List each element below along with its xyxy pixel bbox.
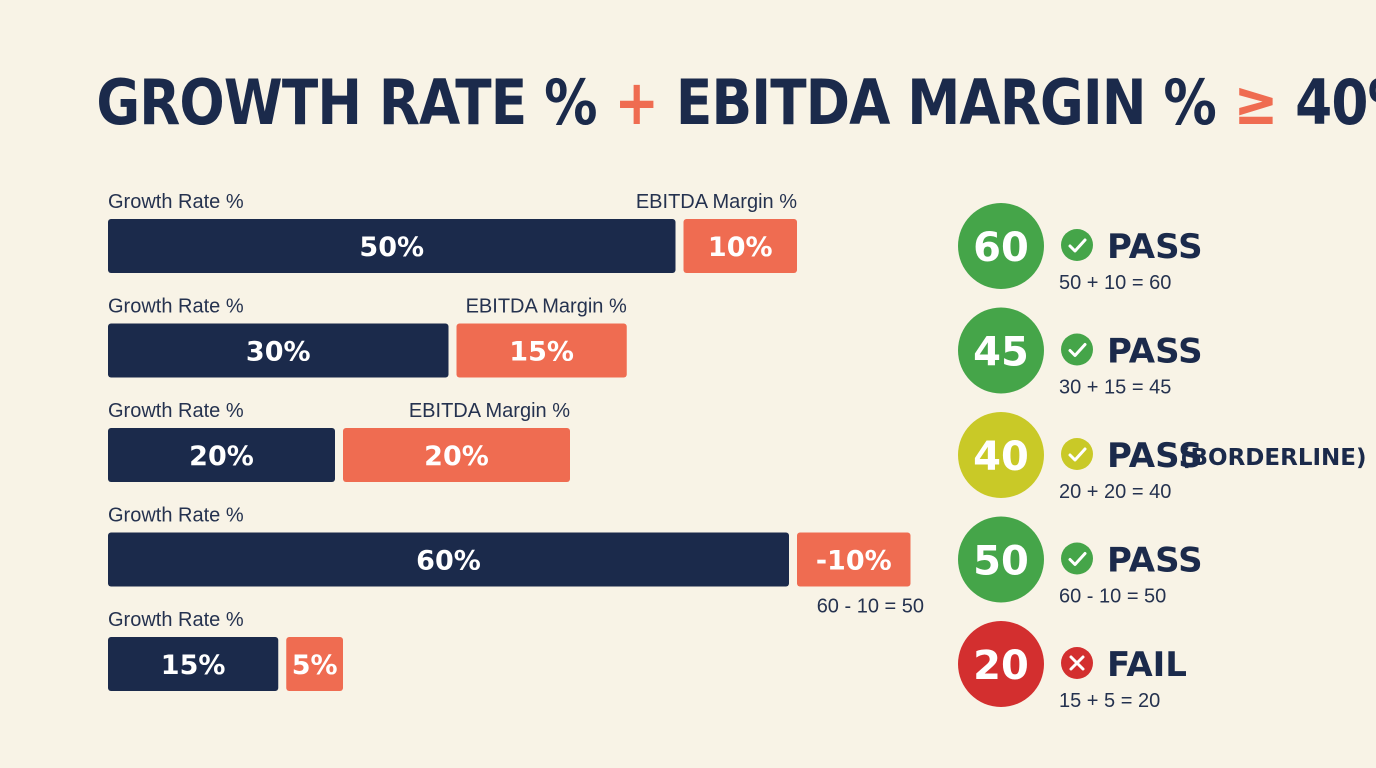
growth-bar-label: 15% xyxy=(161,650,226,681)
growth-bar xyxy=(108,532,789,587)
ebitda-bar xyxy=(797,532,911,587)
ebitda-margin-label: EBITDA Margin % xyxy=(466,296,627,318)
score-circle xyxy=(958,412,1044,498)
title-threshold: 40% xyxy=(1295,66,1376,139)
score-circle xyxy=(958,307,1044,394)
score-calculation: 50 + 10 = 60 xyxy=(1059,272,1171,294)
score-value: 60 xyxy=(973,225,1029,271)
score-calculation: 20 + 20 = 40 xyxy=(1059,481,1171,503)
check-circle-icon xyxy=(1061,229,1093,261)
title-gte: ≥ xyxy=(1233,66,1279,139)
growth-bar-label: 30% xyxy=(246,337,311,368)
growth-rate-label: Growth Rate % xyxy=(108,609,244,631)
status-text: PASS xyxy=(1107,227,1203,267)
score-calculation: 15 + 5 = 20 xyxy=(1059,690,1160,712)
status-note: (BORDERLINE) xyxy=(1180,445,1367,471)
status-text: PASS xyxy=(1107,332,1203,372)
score-value: 50 xyxy=(973,539,1029,585)
score-circle xyxy=(958,203,1044,289)
growth-bar-label: 60% xyxy=(416,546,481,577)
check-mark-icon xyxy=(1068,343,1087,357)
ebitda-bar-label: -10% xyxy=(816,546,892,577)
ebitda-bar-label: 15% xyxy=(509,337,574,368)
ebitda-bar-label: 10% xyxy=(708,232,773,263)
ebitda-margin-label: EBITDA Margin % xyxy=(409,400,570,422)
growth-bar-label: 50% xyxy=(359,232,424,263)
check-mark-icon xyxy=(1068,238,1087,253)
score-calculation: 60 - 10 = 50 xyxy=(1059,586,1166,608)
growth-bar xyxy=(108,219,676,273)
check-circle-icon xyxy=(1061,542,1093,575)
ebitda-bar xyxy=(286,637,343,691)
check-circle-icon xyxy=(1061,333,1093,366)
bar-calculation: 60 - 10 = 50 xyxy=(817,596,924,618)
title-plus: + xyxy=(614,66,659,139)
growth-rate-label: Growth Rate % xyxy=(108,296,244,318)
growth-rate-label: Growth Rate % xyxy=(108,505,244,527)
score-value: 20 xyxy=(973,643,1029,689)
check-mark-icon xyxy=(1068,552,1087,566)
growth-bar xyxy=(108,428,335,482)
growth-bar xyxy=(108,323,449,378)
title-growth: GROWTH RATE % xyxy=(96,66,597,139)
check-mark-icon xyxy=(1068,447,1087,462)
check-circle-icon xyxy=(1061,438,1093,470)
score-circle xyxy=(958,516,1044,603)
growth-rate-label: Growth Rate % xyxy=(108,191,244,213)
status-text: PASS xyxy=(1107,541,1203,581)
page-title: GROWTH RATE % + EBITDA MARGIN % ≥ 40% xyxy=(96,66,1376,139)
status-text: PASS xyxy=(1107,436,1203,476)
score-circle xyxy=(958,621,1044,707)
ebitda-bar xyxy=(456,323,627,378)
ebitda-margin-label: EBITDA Margin % xyxy=(636,191,797,213)
score-value: 40 xyxy=(973,434,1029,480)
status-text: FAIL xyxy=(1107,645,1187,685)
score-calculation: 30 + 15 = 45 xyxy=(1059,377,1171,399)
growth-bar xyxy=(108,637,279,691)
ebitda-bar xyxy=(343,428,570,482)
title-ebitda: EBITDA MARGIN % xyxy=(675,66,1217,139)
growth-bar-label: 20% xyxy=(189,441,254,472)
ebitda-bar-label: 20% xyxy=(424,441,489,472)
x-mark-icon xyxy=(1069,655,1085,671)
ebitda-bar xyxy=(683,219,797,273)
growth-rate-label: Growth Rate % xyxy=(108,400,244,422)
score-value: 45 xyxy=(973,330,1029,376)
ebitda-bar-label: 5% xyxy=(292,650,338,681)
